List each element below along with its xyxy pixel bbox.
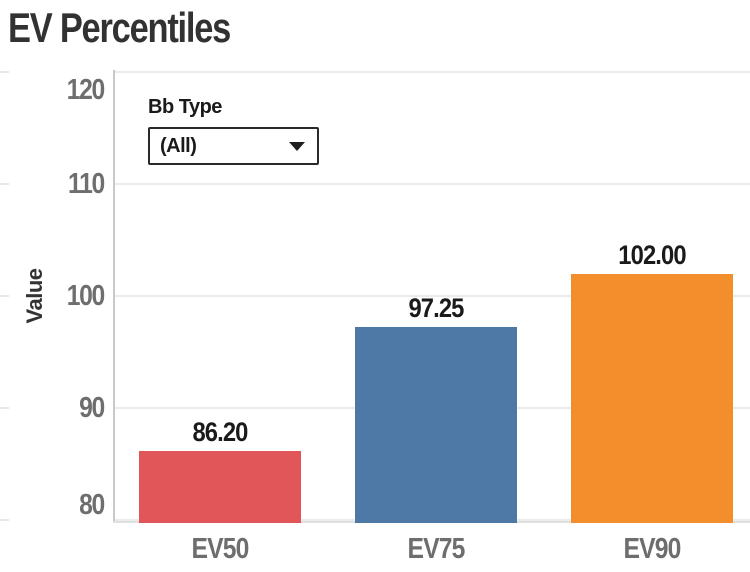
gridline-120 [113, 70, 750, 73]
y-axis-title: Value [22, 268, 47, 324]
filter-label: Bb Type [148, 96, 222, 118]
gridline-100 [113, 294, 750, 297]
triangle-down-icon [289, 141, 305, 151]
y-tick-label-110: 110 [68, 167, 105, 200]
y-tick-label-90: 90 [79, 392, 105, 425]
tick-stub-80 [0, 519, 9, 522]
bb-type-filter: Bb Type (All) [148, 96, 319, 165]
y-tick-label-100: 100 [66, 279, 106, 312]
bar-value-label-ev75: 97.25 [408, 292, 464, 323]
tick-stub-90 [0, 407, 9, 410]
bar-ev75[interactable] [355, 326, 517, 523]
tick-stub-100 [0, 294, 9, 297]
bar-ev50[interactable] [139, 450, 301, 523]
bar-value-label-ev90: 102.00 [618, 239, 686, 270]
y-tick-label-120: 120 [66, 74, 106, 106]
x-tick-label-ev90: EV90 [623, 533, 682, 565]
bar-ev90[interactable] [571, 273, 733, 523]
tick-stub-120 [0, 70, 9, 73]
y-tick-label-80: 80 [79, 489, 105, 521]
x-tick-label-ev50: EV50 [191, 533, 250, 565]
bb-type-dropdown[interactable]: (All) [148, 127, 319, 165]
page-title: EV Percentiles [8, 4, 231, 51]
dropdown-selected-value: (All) [160, 134, 197, 157]
y-axis-line [113, 70, 115, 523]
tick-stub-110 [0, 182, 9, 185]
bar-value-label-ev50: 86.20 [192, 416, 248, 447]
gridline-110 [113, 182, 750, 185]
chart-pane: 86.20 97.25 102.00 [113, 70, 750, 523]
x-tick-label-ev75: EV75 [407, 533, 466, 565]
